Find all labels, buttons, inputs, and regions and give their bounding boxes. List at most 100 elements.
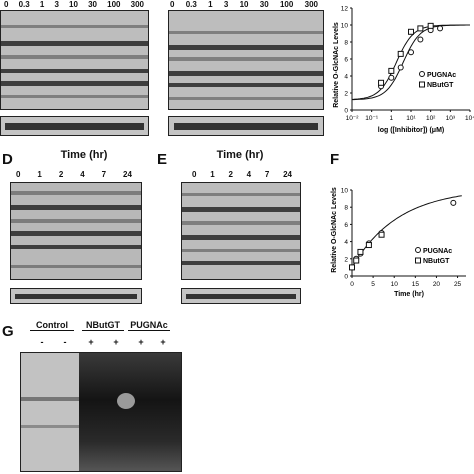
lane-label: 1 (208, 0, 213, 9)
nbutgt-data-point (408, 28, 414, 35)
lane-label: 1 (37, 170, 42, 179)
nbutgt-data-point (378, 231, 385, 238)
group-label-nbutgt: NButGT (82, 320, 124, 331)
lane-label: 7 (101, 170, 107, 179)
nbutgt-data-point (417, 25, 424, 32)
legend-pugnac: PUGNAc (423, 248, 452, 255)
pugnac-data-point (397, 64, 404, 71)
panel-d-western-blot (10, 182, 142, 280)
pugnac-data-point (388, 74, 395, 81)
panel-e-lane-labels: 0 1 2 4 7 24 (192, 170, 292, 179)
pugnac-data-point (408, 49, 414, 56)
lane-label: 30 (88, 0, 97, 9)
lane-label: 1 (210, 170, 215, 179)
panel-e-loading-control (181, 288, 301, 304)
panel-b-western-blot (168, 10, 324, 110)
x-tick-label: 10³ (446, 115, 456, 122)
legend-pugnac: PUGNAc (427, 72, 456, 79)
panel-d-title: Time (hr) (60, 149, 108, 161)
y-tick-label: 8 (344, 40, 348, 47)
lane-label: 0 (4, 0, 9, 9)
lane-label: 30 (259, 0, 269, 9)
x-tick-label: 1 (390, 115, 394, 122)
lane-label: 300 (130, 0, 144, 9)
x-tick-label: 10 (391, 281, 399, 288)
y-tick-label: 2 (344, 256, 348, 263)
lane-label: 24 (123, 170, 132, 179)
lane-label: 0 (170, 0, 175, 9)
panel-e-title: Time (hr) (216, 149, 264, 161)
y-tick-label: 10 (341, 23, 349, 30)
x-tick-label: 15 (412, 281, 420, 288)
lane-label: 4 (246, 170, 252, 179)
legend-nbutgt: NButGT (427, 82, 454, 89)
x-tick-label: 0 (350, 281, 354, 288)
panel-letter-d: D (2, 151, 13, 168)
panel-g-western-blot (20, 352, 182, 472)
group-label-pugnac: PUGNAc (128, 320, 170, 331)
panel-b-loading-control (168, 116, 324, 136)
panel-a-western-blot (0, 10, 149, 110)
x-tick-label: 25 (454, 281, 462, 288)
panel-letter-f: F (330, 151, 340, 168)
panel-d-loading-control (10, 288, 142, 304)
nbutgt-data-point (427, 22, 434, 29)
panel-e-western-blot (181, 182, 301, 280)
panel-c-ylabel: Relative O-GlcNAc Levels (333, 22, 340, 108)
y-tick-label: 4 (344, 239, 348, 246)
x-tick-label: 10⁴ (465, 115, 474, 122)
y-tick-label: 2 (344, 91, 348, 98)
panel-f-ylabel: Relative O-GlcNAc Levels (331, 187, 338, 273)
pugnac-data-point (437, 25, 444, 32)
treatment-sign: + (160, 337, 166, 347)
x-tick-label: 20 (433, 281, 441, 288)
pugnac-data-point (450, 199, 457, 206)
treatment-sign: + (138, 337, 144, 347)
lane-label: 0.3 (185, 0, 197, 9)
nbutgt-data-point (353, 257, 360, 264)
panel-d-lane-labels: 0 1 2 4 7 24 (16, 170, 132, 179)
panel-c-legend: PUGNAc NButGT (419, 71, 456, 89)
lane-label: 300 (304, 0, 318, 9)
x-tick-label: 5 (371, 281, 375, 288)
y-tick-label: 10 (341, 188, 349, 195)
lane-label: 3 (54, 0, 59, 9)
panel-f-legend: PUGNAc NButGT (415, 247, 452, 265)
lane-label: 100 (107, 0, 121, 9)
lane-label: 4 (80, 170, 85, 179)
nbutgt-data-point (349, 264, 355, 271)
x-tick-label: 10⁻¹ (365, 115, 379, 122)
group-label-control: Control (30, 320, 74, 331)
panel-a-loading-control (0, 116, 149, 136)
y-tick-label: 0 (344, 274, 348, 281)
lane-label: 7 (264, 170, 270, 179)
lane-label: 0 (192, 170, 197, 179)
nbutgt-data-point (378, 79, 385, 86)
lane-label: 1 (39, 0, 45, 9)
treatment-sign: - (40, 337, 44, 347)
panel-a-lane-labels: 0 0.3 1 3 10 30 100 300 (4, 0, 144, 9)
y-tick-label: 0 (344, 108, 348, 115)
y-tick-label: 4 (344, 74, 348, 81)
y-tick-label: 6 (344, 57, 348, 64)
lane-label: 2 (58, 170, 64, 179)
y-tick-label: 6 (344, 222, 348, 229)
treatment-sign: + (113, 337, 119, 347)
x-tick-label: 10¹ (406, 115, 416, 122)
x-tick-label: 10² (426, 115, 436, 122)
lane-label: 100 (279, 0, 294, 9)
panel-letter-g: G (2, 323, 14, 340)
lane-label: 0 (16, 170, 21, 179)
time-course-fit-curve (351, 195, 462, 268)
lane-label: 24 (283, 170, 292, 179)
treatment-sign: + (88, 337, 94, 347)
panel-b-lane-labels: 0 0.3 1 3 10 30 100 300 (170, 0, 318, 9)
nbutgt-data-point (357, 248, 364, 255)
panel-c-chart: Relative O-GlcNAc Levels 0 2 4 6 8 10 12 10⁻² 1… (333, 6, 474, 135)
nbutgt-data-point (365, 242, 372, 249)
lane-label: 3 (223, 0, 229, 9)
panel-c-xlabel: log ([Inhibitor]) (μM) (378, 127, 444, 134)
nbutgt-data-point (397, 50, 404, 57)
panel-f-chart: Relative O-GlcNAc Levels 0 2 4 6 8 10 0 5 10 15 2… (331, 187, 466, 298)
treatment-sign: - (63, 337, 67, 347)
